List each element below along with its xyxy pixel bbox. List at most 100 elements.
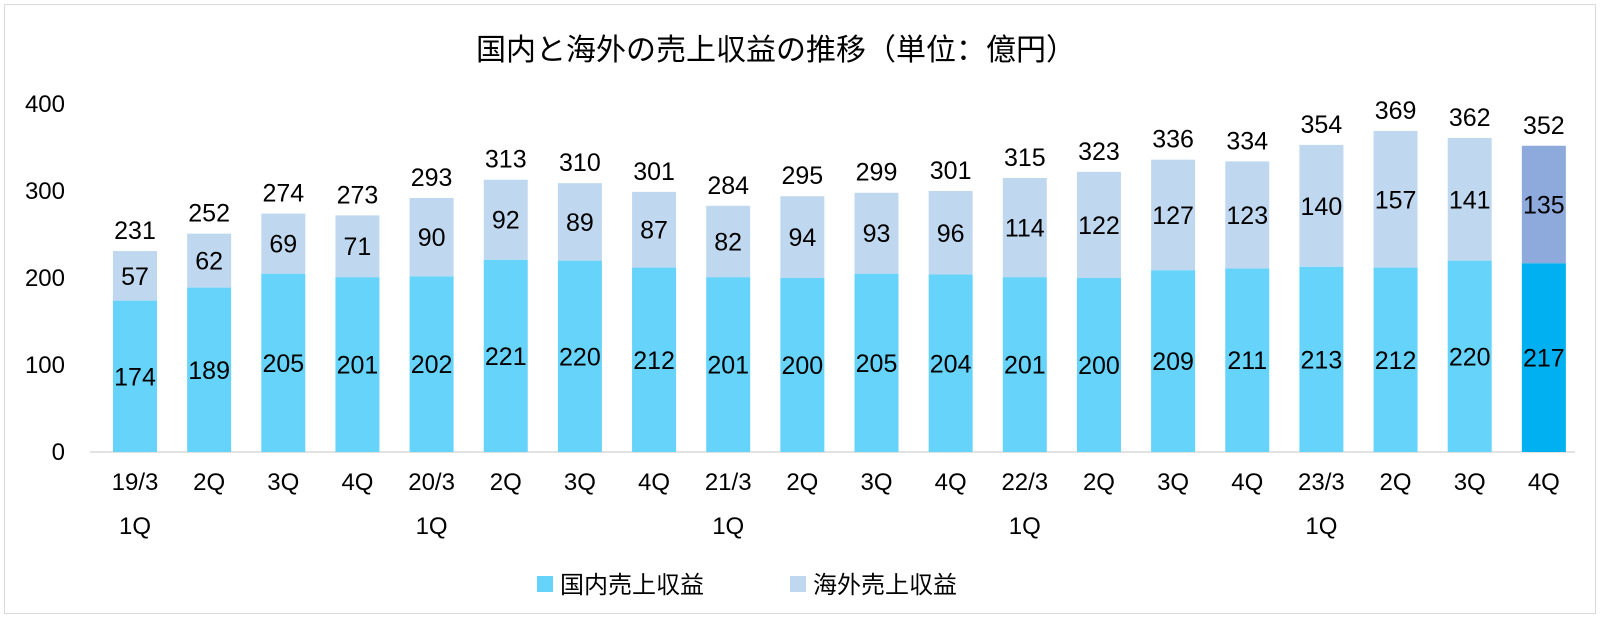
data-label-overseas: 96 bbox=[937, 220, 965, 248]
bar-overseas bbox=[409, 197, 454, 277]
bar-overseas bbox=[1076, 171, 1121, 278]
bar-domestic bbox=[335, 277, 380, 452]
x-tick-label: 4Q bbox=[341, 469, 373, 496]
bar-domestic bbox=[557, 260, 602, 452]
data-label-overseas: 62 bbox=[195, 248, 223, 276]
data-label-overseas: 82 bbox=[714, 228, 742, 256]
data-label-overseas: 90 bbox=[418, 224, 446, 252]
data-label-overseas: 92 bbox=[492, 207, 520, 235]
data-label-total: 301 bbox=[633, 158, 675, 186]
bar-domestic bbox=[261, 273, 306, 452]
data-label-domestic: 204 bbox=[930, 350, 972, 378]
x-tick-label: 2Q bbox=[786, 469, 818, 496]
bar-overseas bbox=[557, 183, 602, 261]
x-tick-label: 3Q bbox=[267, 469, 299, 496]
data-label-overseas: 135 bbox=[1523, 191, 1565, 219]
legend-label-overseas: 海外売上収益 bbox=[813, 571, 957, 599]
bar-domestic bbox=[854, 273, 899, 452]
data-label-total: 231 bbox=[114, 217, 156, 245]
x-tick-label: 4Q bbox=[638, 469, 670, 496]
data-label-total: 315 bbox=[1004, 144, 1046, 172]
chart-title: 国内と海外の売上収益の推移（単位：億円） bbox=[476, 33, 1076, 68]
data-label-total: 310 bbox=[559, 149, 601, 177]
bar-domestic bbox=[187, 287, 232, 452]
bar-overseas bbox=[113, 251, 157, 301]
legend-label-domestic: 国内売上収益 bbox=[560, 571, 704, 599]
x-tick-label: 22/3 bbox=[1001, 469, 1048, 496]
bar-overseas bbox=[1151, 159, 1196, 271]
data-label-overseas: 94 bbox=[788, 224, 816, 252]
data-label-domestic: 217 bbox=[1523, 345, 1565, 373]
legend: 国内売上収益 海外売上収益 bbox=[537, 571, 957, 599]
bar-domestic bbox=[113, 300, 157, 452]
bar-overseas bbox=[483, 179, 528, 260]
data-label-domestic: 211 bbox=[1227, 347, 1267, 375]
data-label-domestic: 220 bbox=[1449, 343, 1491, 371]
data-label-domestic: 212 bbox=[1375, 347, 1417, 375]
data-label-total: 313 bbox=[485, 146, 527, 174]
bar-domestic bbox=[1299, 266, 1344, 452]
bar-overseas bbox=[854, 192, 899, 274]
x-tick-label: 1Q bbox=[712, 513, 744, 540]
data-label-total: 293 bbox=[411, 164, 453, 192]
data-labels: 174 57 231 189 62 252 205 69 274 201 71 273 202 90 293… bbox=[114, 97, 1565, 391]
bar-domestic bbox=[780, 278, 825, 452]
x-tick-label: 3Q bbox=[1454, 469, 1486, 496]
data-label-total: 274 bbox=[262, 180, 304, 208]
y-tick-label: 100 bbox=[25, 352, 65, 379]
data-label-domestic: 189 bbox=[188, 357, 230, 385]
data-label-total: 336 bbox=[1152, 126, 1194, 154]
bar-overseas bbox=[335, 215, 380, 278]
legend-swatch-overseas bbox=[790, 576, 806, 592]
bar-overseas bbox=[1447, 137, 1492, 261]
data-label-total: 284 bbox=[707, 172, 749, 200]
data-label-total: 352 bbox=[1523, 112, 1565, 140]
data-label-overseas: 127 bbox=[1152, 202, 1194, 230]
bar-overseas bbox=[1299, 144, 1344, 267]
data-label-domestic: 221 bbox=[485, 343, 527, 371]
data-label-overseas: 140 bbox=[1301, 193, 1343, 221]
data-label-overseas: 123 bbox=[1226, 202, 1268, 230]
x-axis: 19/3 1Q 2Q 3Q 4Q 20/3 1Q 2Q 3Q 4Q 21/3 1Q 2Q 3Q 4Q 22/3… bbox=[112, 469, 1560, 540]
y-tick-label: 400 bbox=[25, 91, 65, 118]
bar-overseas bbox=[1225, 161, 1270, 269]
x-tick-label: 19/3 bbox=[112, 469, 159, 496]
data-label-total: 354 bbox=[1301, 111, 1343, 139]
x-tick-label: 3Q bbox=[564, 469, 596, 496]
bar-domestic bbox=[1151, 270, 1196, 452]
data-label-domestic: 220 bbox=[559, 343, 601, 371]
x-tick-label: 3Q bbox=[860, 469, 892, 496]
x-tick-label: 1Q bbox=[416, 513, 448, 540]
bar-overseas bbox=[1373, 130, 1418, 268]
data-label-overseas: 89 bbox=[566, 209, 594, 237]
data-label-domestic: 201 bbox=[1004, 352, 1046, 380]
data-label-domestic: 201 bbox=[707, 352, 749, 380]
bar-overseas bbox=[1002, 177, 1047, 278]
x-tick-label: 1Q bbox=[119, 513, 151, 540]
data-label-total: 295 bbox=[781, 162, 823, 190]
data-label-overseas: 114 bbox=[1005, 215, 1045, 243]
data-label-overseas: 141 bbox=[1449, 186, 1491, 214]
bar-domestic bbox=[1002, 277, 1047, 452]
x-tick-label: 4Q bbox=[1231, 469, 1263, 496]
bar-overseas bbox=[780, 196, 825, 278]
data-label-domestic: 202 bbox=[411, 351, 453, 379]
x-tick-label: 2Q bbox=[490, 469, 522, 496]
data-label-overseas: 87 bbox=[640, 217, 668, 245]
bar-overseas bbox=[187, 233, 232, 288]
data-label-domestic: 212 bbox=[633, 347, 675, 375]
x-tick-label: 21/3 bbox=[705, 469, 752, 496]
bar-overseas bbox=[261, 213, 306, 274]
y-axis: 0 100 200 300 400 bbox=[25, 91, 65, 466]
data-label-overseas: 157 bbox=[1375, 186, 1417, 214]
bar-domestic bbox=[1521, 263, 1566, 452]
data-label-total: 362 bbox=[1449, 104, 1491, 132]
data-label-total: 334 bbox=[1226, 127, 1268, 155]
x-tick-label: 2Q bbox=[1083, 469, 1115, 496]
data-label-total: 369 bbox=[1375, 97, 1417, 125]
data-label-total: 323 bbox=[1078, 138, 1120, 166]
data-label-overseas: 57 bbox=[121, 263, 149, 291]
x-tick-label: 20/3 bbox=[408, 469, 455, 496]
data-label-domestic: 213 bbox=[1301, 346, 1343, 374]
